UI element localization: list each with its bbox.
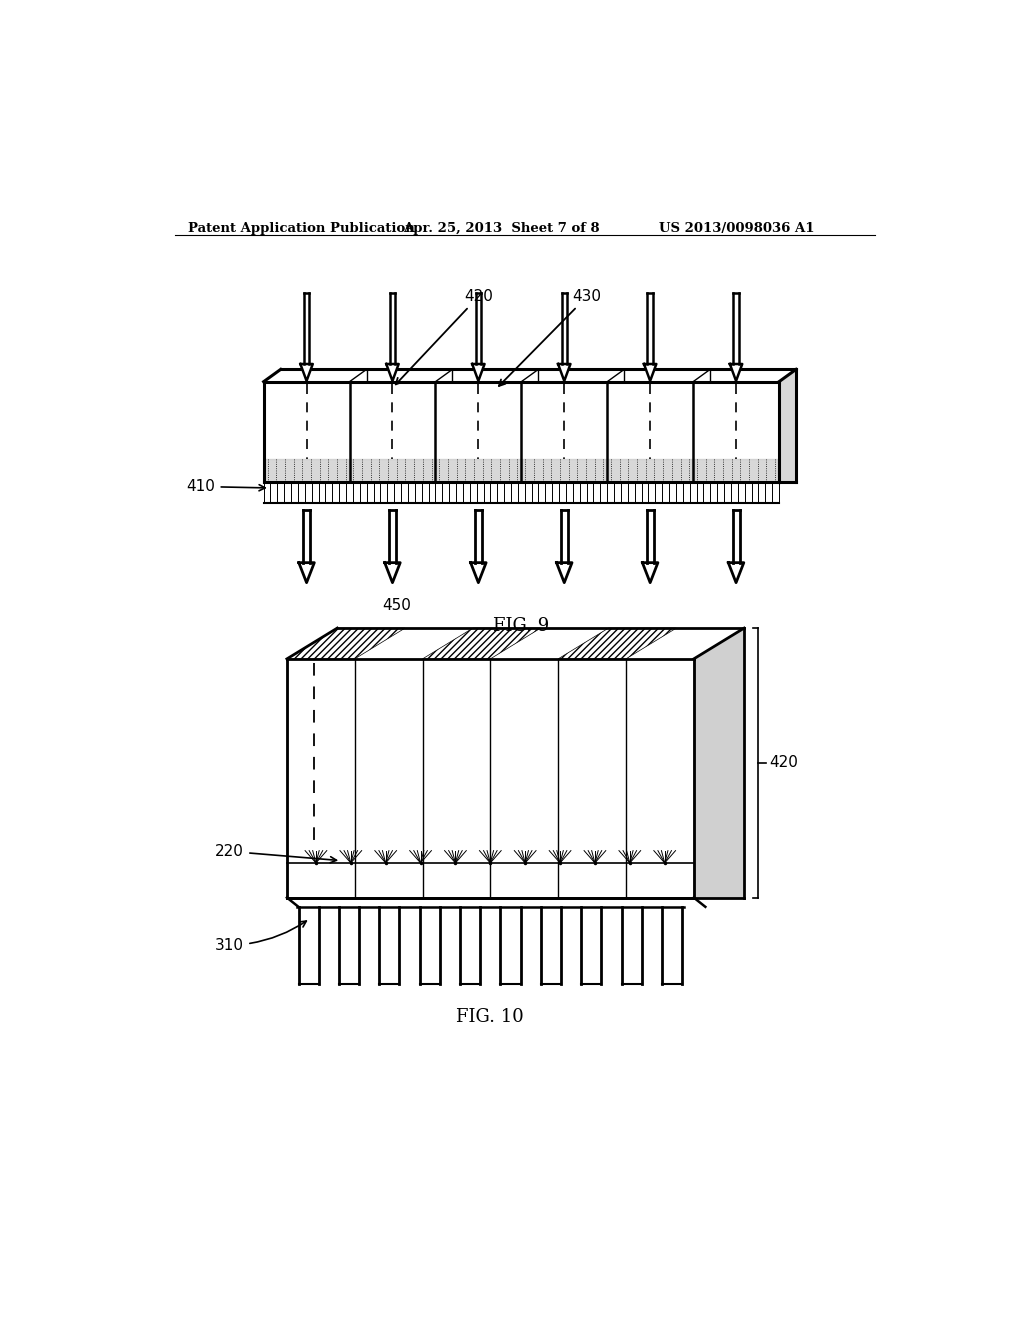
Bar	[558, 659, 626, 898]
Bar	[287, 659, 693, 898]
Polygon shape	[300, 364, 312, 381]
Polygon shape	[471, 562, 486, 582]
Polygon shape	[779, 370, 796, 482]
Polygon shape	[423, 628, 541, 659]
Polygon shape	[386, 364, 398, 381]
Bar	[423, 659, 490, 898]
Polygon shape	[558, 364, 570, 381]
Polygon shape	[693, 628, 744, 898]
Polygon shape	[558, 628, 676, 659]
Bar	[490, 659, 558, 898]
Bar	[354, 659, 423, 898]
Text: 310: 310	[215, 921, 306, 953]
Text: FIG. 9: FIG. 9	[494, 618, 550, 635]
Text: 420: 420	[395, 289, 494, 384]
Text: US 2013/0098036 A1: US 2013/0098036 A1	[658, 222, 814, 235]
Polygon shape	[642, 562, 657, 582]
Polygon shape	[287, 628, 406, 659]
Polygon shape	[263, 370, 796, 381]
Polygon shape	[556, 562, 572, 582]
Polygon shape	[728, 562, 743, 582]
Text: Patent Application Publication: Patent Application Publication	[188, 222, 415, 235]
Text: FIG. 10: FIG. 10	[457, 1008, 524, 1027]
Text: 410: 410	[186, 479, 265, 494]
Polygon shape	[287, 628, 744, 659]
Polygon shape	[730, 364, 742, 381]
Text: 220: 220	[215, 843, 337, 863]
Polygon shape	[299, 562, 314, 582]
Bar	[263, 381, 779, 482]
Polygon shape	[644, 364, 656, 381]
Bar	[626, 659, 693, 898]
Polygon shape	[385, 562, 400, 582]
Text: 450: 450	[382, 598, 411, 612]
Polygon shape	[472, 364, 484, 381]
Text: 420: 420	[769, 755, 798, 771]
Text: Apr. 25, 2013  Sheet 7 of 8: Apr. 25, 2013 Sheet 7 of 8	[403, 222, 600, 235]
Text: 430: 430	[499, 289, 602, 385]
Bar	[287, 659, 354, 898]
